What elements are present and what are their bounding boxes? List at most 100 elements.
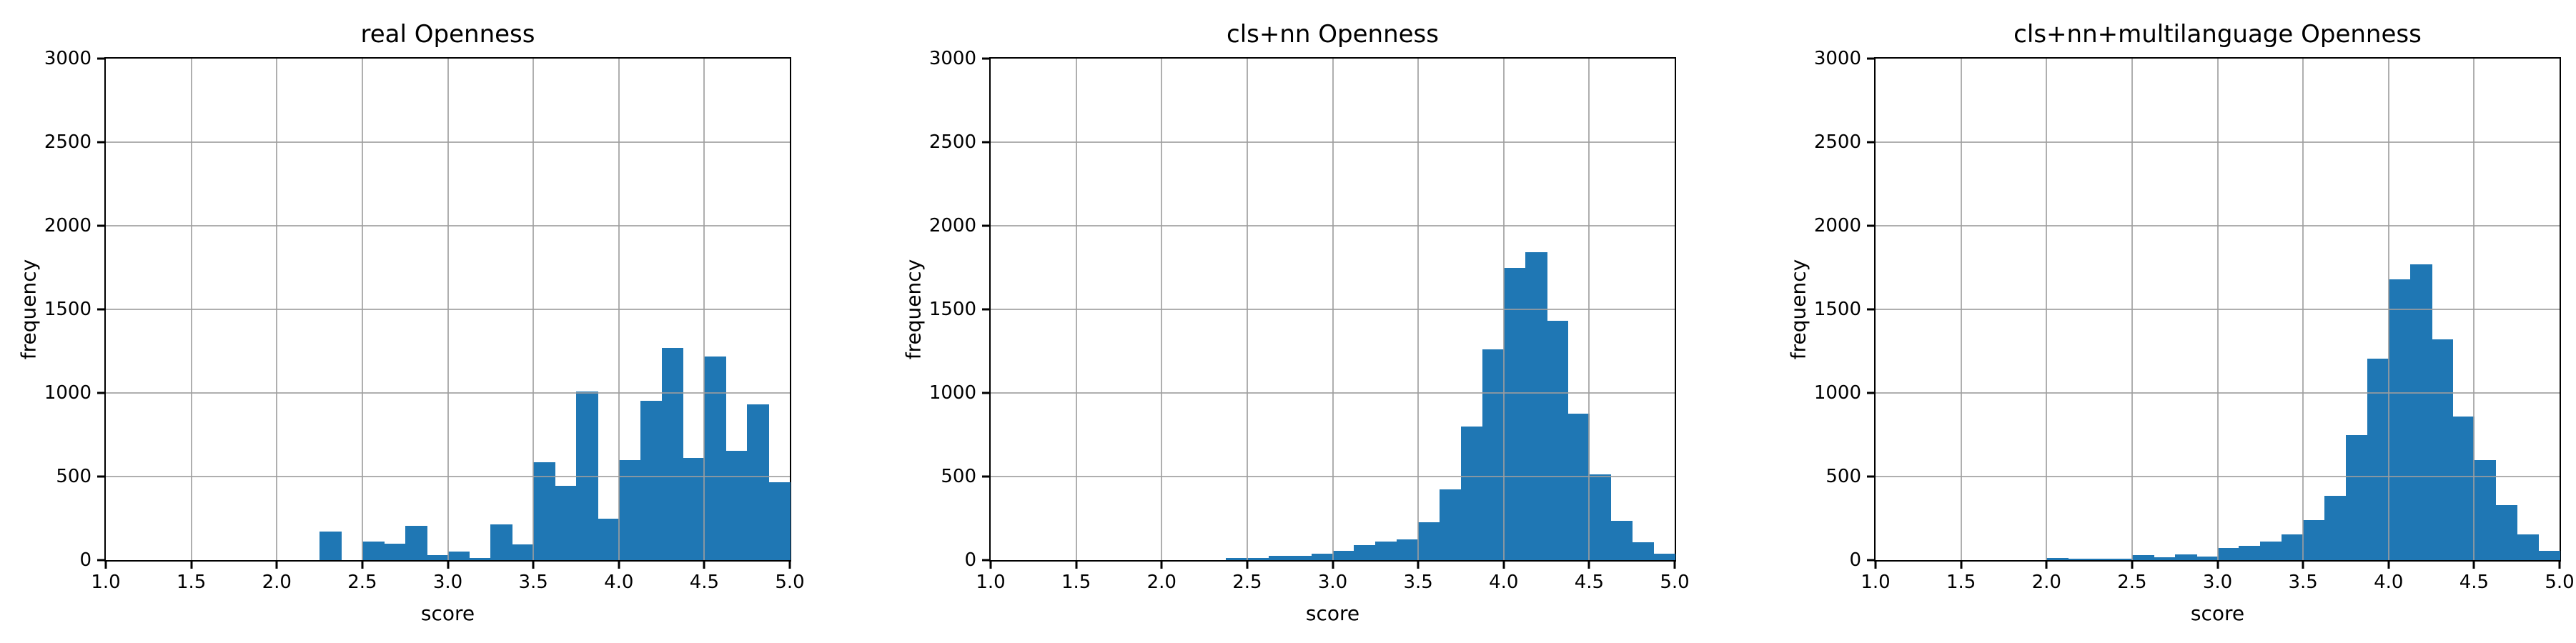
y-tick-label: 1000 xyxy=(44,382,91,404)
y-tick-mark xyxy=(1867,392,1874,394)
histogram-bar xyxy=(1268,556,1291,560)
gridline-horizontal xyxy=(1876,225,2560,226)
x-tick-mark xyxy=(1332,562,1334,569)
x-tick-mark xyxy=(2216,562,2219,569)
histogram-bar xyxy=(575,391,598,560)
y-axis-label: frequency xyxy=(901,259,926,360)
x-axis-label: score xyxy=(2190,602,2245,625)
gridline-horizontal xyxy=(1876,141,2560,143)
x-tick-label: 5.0 xyxy=(1660,572,1690,593)
x-tick-mark xyxy=(788,562,791,569)
histogram-bar xyxy=(1546,321,1569,560)
histogram-bar xyxy=(2196,556,2219,560)
histogram-bar xyxy=(2260,542,2283,560)
gridline-horizontal xyxy=(106,309,790,310)
histogram-bar xyxy=(1397,539,1420,560)
x-axis: 1.0 1.5 2.0 2.5 3.0 3.5 4.0 4.5 5.0 xyxy=(1861,59,2575,593)
x-tick-label: 1.0 xyxy=(91,572,121,593)
chart-title: real Openness xyxy=(360,20,535,49)
histogram-bar xyxy=(2217,547,2240,560)
y-tick-mark xyxy=(97,308,104,311)
x-tick-label: 2.5 xyxy=(2117,572,2147,593)
y-tick-mark xyxy=(1867,475,1874,478)
gridline-vertical xyxy=(1332,59,1334,560)
x-axis-label: score xyxy=(1305,602,1360,625)
chart-title: cls+nn+multilanguage Openness xyxy=(2013,20,2422,49)
x-tick-mark xyxy=(104,562,107,569)
histogram-bar xyxy=(1332,550,1355,560)
x-tick-mark xyxy=(1673,562,1676,569)
x-tick-mark xyxy=(2472,562,2475,569)
histogram-bar xyxy=(2495,504,2518,560)
gridline-vertical xyxy=(2473,59,2475,560)
y-tick-mark xyxy=(982,141,989,144)
x-tick-mark xyxy=(532,562,535,569)
x-tick-mark xyxy=(447,562,449,569)
x-tick-label: 4.0 xyxy=(604,572,634,593)
gridline-vertical xyxy=(1246,59,1248,560)
x-tick-mark xyxy=(1075,562,1078,569)
histogram-bar xyxy=(383,543,406,560)
x-tick-mark xyxy=(361,562,364,569)
histogram-bar xyxy=(512,544,535,560)
histogram-bar xyxy=(1375,542,1398,560)
gridline-horizontal xyxy=(991,225,1675,226)
x-tick-label: 1.5 xyxy=(1061,572,1091,593)
gridline-vertical xyxy=(1502,59,1505,560)
histogram-bar xyxy=(747,404,770,560)
y-tick-mark xyxy=(97,475,104,478)
y-tick-mark xyxy=(1867,308,1874,311)
y-tick-mark xyxy=(1867,224,1874,227)
x-tick-label: 4.5 xyxy=(2459,572,2490,593)
x-tick-mark xyxy=(703,562,705,569)
histogram-bar xyxy=(555,485,577,560)
gridline-horizontal xyxy=(106,392,790,394)
x-tick-label: 4.0 xyxy=(2374,572,2404,593)
x-tick-mark xyxy=(1160,562,1163,569)
y-tick-label: 0 xyxy=(964,549,976,571)
histogram-bar xyxy=(2367,359,2389,560)
gridline-vertical xyxy=(1161,59,1163,560)
histogram-bar xyxy=(2046,558,2069,560)
histogram-bar xyxy=(2089,558,2111,560)
x-tick-label: 2.5 xyxy=(1232,572,1262,593)
gridline-vertical xyxy=(1417,59,1420,560)
gridline-vertical xyxy=(2131,59,2133,560)
gridline-vertical xyxy=(276,59,278,560)
histogram-bar xyxy=(533,462,556,560)
gridline-vertical xyxy=(2216,59,2219,560)
x-tick-mark xyxy=(2302,562,2304,569)
x-tick-label: 1.0 xyxy=(976,572,1006,593)
y-tick-mark xyxy=(982,475,989,478)
gridline-vertical xyxy=(703,59,705,560)
x-tick-mark xyxy=(618,562,620,569)
histogram-bar xyxy=(2431,339,2454,560)
gridline-horizontal xyxy=(106,476,790,477)
histogram-bar xyxy=(618,459,641,560)
y-tick-label: 500 xyxy=(1826,466,1861,487)
x-tick-label: 3.5 xyxy=(2288,572,2318,593)
histogram-bar xyxy=(1632,542,1655,560)
gridline-horizontal xyxy=(1876,476,2560,477)
x-tick-mark xyxy=(2131,562,2134,569)
y-tick-label: 3000 xyxy=(44,48,91,69)
y-tick-mark xyxy=(97,559,104,562)
gridline-horizontal xyxy=(106,225,790,226)
chart-real-openness: real Openness frequency score 0 500 1000 15… xyxy=(17,20,805,625)
y-tick-mark xyxy=(97,141,104,144)
gridline-vertical xyxy=(2046,59,2048,560)
y-tick-mark xyxy=(982,559,989,562)
histogram-bar xyxy=(1653,554,1675,560)
gridline-horizontal xyxy=(991,309,1675,310)
histogram-bar xyxy=(1225,557,1248,560)
x-tick-label: 1.0 xyxy=(1861,572,1891,593)
x-tick-label: 3.0 xyxy=(1317,572,1348,593)
histogram-bar xyxy=(661,347,684,560)
y-tick-mark xyxy=(982,57,989,60)
gridline-horizontal xyxy=(106,141,790,143)
y-tick-label: 2500 xyxy=(44,131,91,153)
x-tick-label: 4.5 xyxy=(1574,572,1605,593)
y-tick-label: 1500 xyxy=(1813,299,1861,320)
y-tick-label: 2000 xyxy=(1813,215,1861,236)
